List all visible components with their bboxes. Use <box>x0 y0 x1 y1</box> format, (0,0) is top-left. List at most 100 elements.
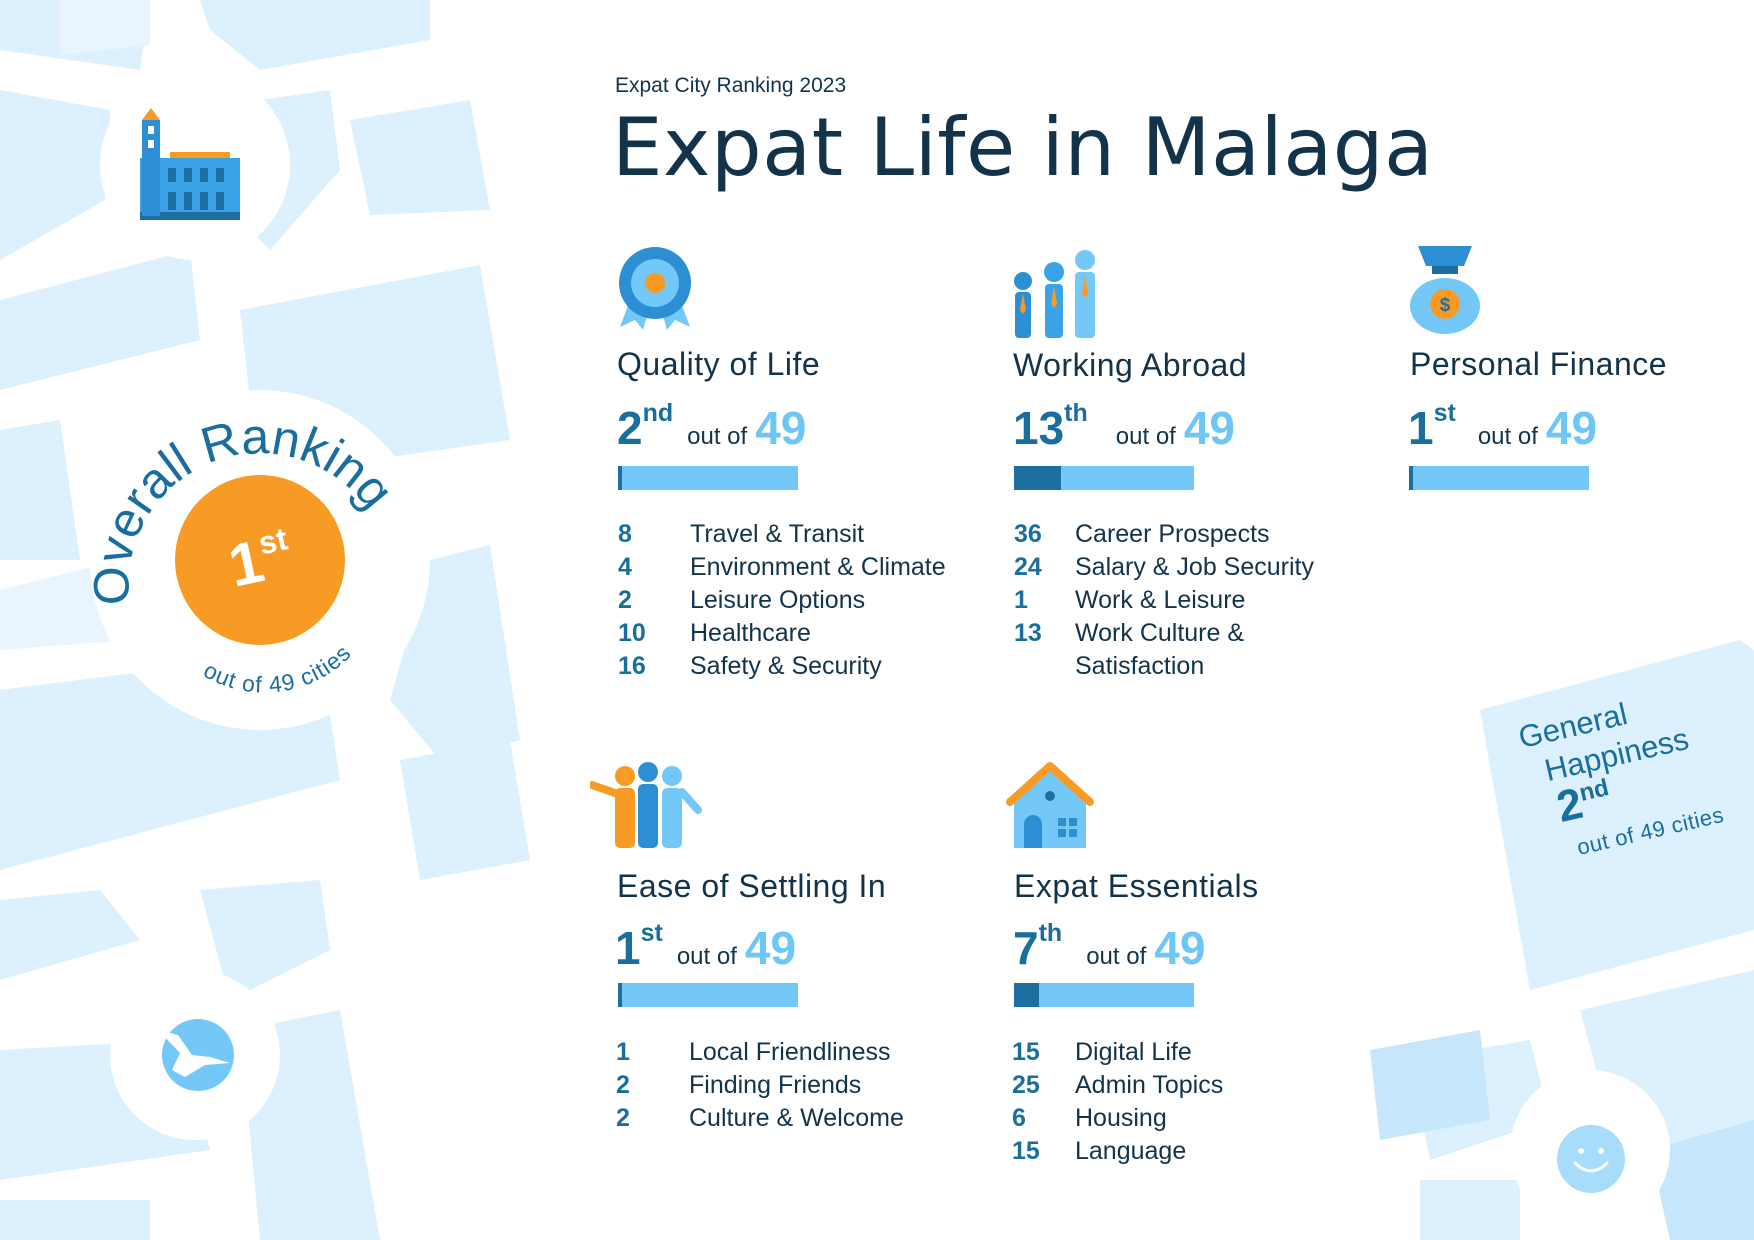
rank-number: 7th <box>1013 919 1063 974</box>
rank-total: 49 <box>744 922 797 974</box>
expat-essentials-title: Expat Essentials <box>1014 868 1259 904</box>
item-label: Housing <box>1075 1104 1167 1132</box>
list-item: 2 Finding Friends <box>616 1069 956 1102</box>
progress-fill <box>618 983 622 1007</box>
super-title: Expat City Ranking 2023 <box>615 74 847 97</box>
progress-fill <box>1014 466 1061 490</box>
item-value: 36 <box>1014 520 1042 548</box>
item-label: Salary & Job Security <box>1075 553 1314 581</box>
item-label: Career Prospects <box>1075 520 1270 548</box>
list-item: 8 Travel & Transit <box>618 518 958 551</box>
item-label: Environment & Climate <box>690 553 946 581</box>
expat-essentials-list: 15 Digital Life 25 Admin Topics 6 Housing 15 La… <box>1012 1036 1352 1168</box>
item-value: 1 <box>616 1038 630 1066</box>
expat-essentials-rank: 7th out of 49 <box>1013 919 1206 974</box>
item-label: Healthcare <box>690 619 811 647</box>
svg-text:$: $ <box>1440 295 1451 316</box>
item-label: Local Friendliness <box>689 1038 891 1066</box>
quality-of-life-list: 8 Travel & Transit 4 Environment & Climate 2… <box>618 518 958 683</box>
item-value: 24 <box>1014 553 1042 581</box>
item-label: Satisfaction <box>1075 652 1205 680</box>
working-abroad-progress-bar <box>1014 466 1194 490</box>
item-label: Admin Topics <box>1075 1071 1224 1099</box>
list-item: 15 Digital Life <box>1012 1036 1352 1069</box>
item-label: Finding Friends <box>689 1071 862 1099</box>
item-value: 8 <box>618 520 632 548</box>
list-item: 36 Career Prospects <box>1014 518 1354 551</box>
item-label: Safety & Security <box>690 652 882 680</box>
personal-finance-progress-bar <box>1409 466 1589 490</box>
list-item: 4 Environment & Climate <box>618 551 958 584</box>
quality-of-life-title: Quality of Life <box>617 346 821 382</box>
rank-total: 49 <box>1545 402 1598 454</box>
rank-total: 49 <box>755 402 807 454</box>
item-label: Leisure Options <box>690 586 866 614</box>
working-abroad-rank: 13th out of 49 <box>1013 399 1235 454</box>
rank-total: 49 <box>1154 922 1206 974</box>
list-item: 6 Housing <box>1012 1102 1352 1135</box>
item-label: Language <box>1075 1137 1187 1165</box>
money-bag-icon: $ <box>1410 246 1480 334</box>
house-icon <box>1006 762 1094 848</box>
list-item: 24 Salary & Job Security <box>1014 551 1354 584</box>
out-of-label: out of <box>687 423 748 450</box>
item-label: Work & Leisure <box>1075 586 1246 614</box>
list-item: 2 Leisure Options <box>618 584 958 617</box>
rank-number: 2nd <box>617 399 674 454</box>
stork-icon <box>158 1019 234 1091</box>
item-value: 15 <box>1012 1038 1040 1066</box>
item-label: Travel & Transit <box>690 520 865 548</box>
ease-of-settling-in-list: 1 Local Friendliness 2 Finding Friends 2 Cult… <box>616 1036 956 1135</box>
quality-of-life-rank: 2nd out of 49 <box>617 399 807 454</box>
progress-fill <box>1014 983 1040 1007</box>
cathedral-icon <box>140 108 240 220</box>
item-value: 2 <box>616 1104 630 1132</box>
item-value: 2 <box>616 1071 630 1099</box>
list-item: 25 Admin Topics <box>1012 1069 1352 1102</box>
list-item: 10 Healthcare <box>618 617 958 650</box>
page-title: Expat Life in Malaga <box>612 101 1434 194</box>
list-item: 2 Culture & Welcome <box>616 1102 956 1135</box>
list-item: 16 Safety & Security <box>618 650 958 683</box>
progress-fill <box>618 466 622 490</box>
list-item: 1 Work & Leisure <box>1014 584 1354 617</box>
friends-group-icon <box>590 762 702 848</box>
list-item: Satisfaction <box>1014 650 1354 683</box>
ease-of-settling-in-progress-bar <box>618 983 798 1007</box>
expat-essentials-progress-bar <box>1014 983 1194 1007</box>
rank-total: 49 <box>1183 402 1235 454</box>
item-value: 13 <box>1014 619 1042 647</box>
out-of-label: out of <box>1477 423 1538 450</box>
business-people-icon <box>1014 250 1095 338</box>
svg-text:out of 49 cities: out of 49 cities <box>199 639 356 697</box>
item-label: Work Culture & <box>1075 619 1245 647</box>
personal-finance-rank: 1st out of 49 <box>1408 399 1598 454</box>
item-label: Digital Life <box>1075 1038 1192 1066</box>
item-value: 1 <box>1014 586 1028 614</box>
quality-of-life-progress-bar <box>618 466 798 490</box>
item-label: Culture & Welcome <box>689 1104 904 1132</box>
working-abroad-list: 36 Career Prospects 24 Salary & Job Securit… <box>1014 518 1354 683</box>
out-of-label: out of <box>676 943 737 970</box>
item-value <box>1014 650 1075 683</box>
award-rosette-icon <box>619 247 691 330</box>
item-value: 2 <box>618 586 632 614</box>
rank-number: 13th <box>1013 399 1088 454</box>
item-value: 16 <box>618 652 646 680</box>
list-item: 13 Work Culture & <box>1014 617 1354 650</box>
list-item: 1 Local Friendliness <box>616 1036 956 1069</box>
ease-of-settling-in-title: Ease of Settling In <box>617 868 887 904</box>
smiley-face-icon <box>1557 1125 1625 1193</box>
working-abroad-title: Working Abroad <box>1013 347 1248 383</box>
item-value: 10 <box>618 619 646 647</box>
personal-finance-title: Personal Finance <box>1410 346 1668 382</box>
progress-fill <box>1409 466 1413 490</box>
item-value: 6 <box>1012 1104 1026 1132</box>
ease-of-settling-in-rank: 1st out of 49 <box>615 921 797 974</box>
list-item: 15 Language <box>1012 1135 1352 1168</box>
item-value: 4 <box>618 553 632 581</box>
rank-number: 1st <box>1408 399 1456 454</box>
item-value: 25 <box>1012 1071 1040 1099</box>
out-of-label: out of <box>1086 943 1147 970</box>
out-of-label: out of <box>1115 423 1176 450</box>
